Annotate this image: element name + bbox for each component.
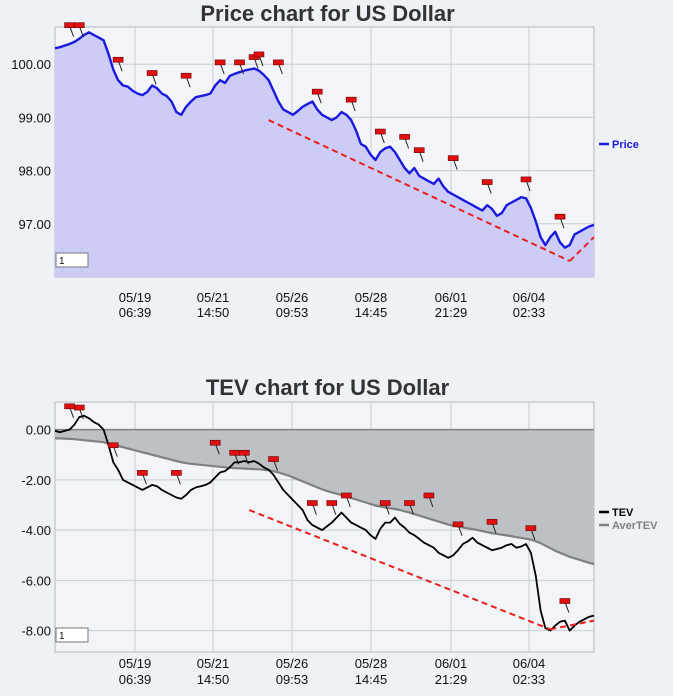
x-tick-date: 05/19	[119, 656, 152, 671]
y-tick-label: 97.00	[18, 217, 51, 232]
x-tick-date: 05/28	[355, 656, 388, 671]
x-tick-time: 02:33	[513, 672, 546, 687]
event-marker	[180, 72, 192, 88]
event-marker	[379, 500, 391, 515]
chart-2	[54, 401, 609, 653]
y-tick-label: 98.00	[18, 164, 51, 179]
event-marker	[311, 88, 323, 104]
event-marker	[447, 155, 459, 170]
x-tick-time: 14:45	[355, 672, 388, 687]
event-marker	[404, 500, 415, 515]
x-tick-time: 09:53	[276, 672, 309, 687]
x-tick-time: 06:39	[119, 672, 152, 687]
event-marker	[209, 439, 221, 455]
event-marker	[214, 59, 226, 75]
event-marker	[341, 492, 352, 508]
event-marker	[137, 470, 148, 485]
x-tick-time: 09:53	[276, 305, 309, 320]
range-input[interactable]	[55, 627, 89, 643]
tev-line	[54, 414, 595, 632]
x-tick-time: 14:45	[355, 305, 388, 320]
event-marker	[452, 521, 464, 537]
x-tick-time: 21:29	[435, 305, 468, 320]
price-area	[55, 32, 594, 277]
event-marker	[307, 500, 318, 515]
event-marker	[112, 56, 124, 72]
event-marker	[481, 179, 493, 194]
price-line	[54, 31, 595, 249]
x-tick-date: 06/01	[435, 656, 468, 671]
trend-line	[550, 619, 595, 631]
x-tick-date: 05/26	[276, 290, 309, 305]
event-marker	[253, 51, 265, 67]
x-tick-date: 06/04	[513, 290, 546, 305]
event-marker	[554, 213, 566, 229]
event-marker	[375, 128, 386, 144]
chart-title: Price chart for US Dollar	[200, 1, 455, 26]
range-input-value: 1	[59, 256, 65, 267]
range-input-value: 1	[59, 631, 65, 642]
chart-1	[54, 22, 609, 278]
event-marker	[146, 70, 158, 85]
y-tick-label: -2.00	[21, 473, 51, 488]
event-marker	[107, 442, 119, 457]
x-tick-time: 14:50	[197, 305, 230, 320]
event-marker	[525, 525, 537, 540]
x-tick-date: 06/01	[435, 290, 468, 305]
y-tick-label: -6.00	[21, 573, 51, 588]
event-marker	[239, 449, 250, 465]
y-tick-label: -8.00	[21, 624, 51, 639]
trend-line	[248, 509, 551, 631]
y-tick-label: 0.00	[26, 423, 51, 438]
event-marker	[268, 456, 279, 471]
x-tick-date: 05/21	[197, 290, 230, 305]
event-marker	[520, 176, 532, 192]
event-marker	[273, 59, 284, 75]
event-marker	[326, 500, 338, 515]
x-tick-time: 21:29	[435, 672, 468, 687]
event-marker	[345, 96, 357, 112]
x-tick-date: 05/28	[355, 290, 388, 305]
trend-line	[268, 119, 571, 262]
legend-label: Price	[612, 139, 639, 151]
x-tick-time: 02:33	[513, 305, 546, 320]
x-tick-date: 06/04	[513, 656, 546, 671]
event-marker	[486, 519, 498, 534]
event-marker	[413, 147, 425, 162]
x-tick-date: 05/26	[276, 656, 309, 671]
event-marker	[73, 22, 85, 37]
chart-title: TEV chart for US Dollar	[206, 375, 450, 400]
y-tick-label: 100.00	[11, 57, 51, 72]
x-tick-time: 06:39	[119, 305, 152, 320]
avertev-line	[55, 437, 595, 566]
event-marker	[171, 470, 182, 485]
legend-label: TEV	[612, 507, 634, 519]
y-tick-label: 99.00	[18, 110, 51, 125]
x-tick-date: 05/21	[197, 656, 230, 671]
event-marker	[399, 134, 410, 149]
x-tick-time: 14:50	[197, 672, 230, 687]
y-tick-label: -4.00	[21, 523, 51, 538]
event-marker	[423, 492, 435, 508]
legend-label: AverTEV	[612, 520, 658, 532]
trend-line	[569, 236, 595, 262]
event-marker	[559, 598, 571, 613]
x-tick-date: 05/19	[119, 290, 152, 305]
event-marker	[73, 404, 85, 420]
range-input[interactable]	[55, 252, 89, 268]
event-marker	[234, 59, 245, 75]
